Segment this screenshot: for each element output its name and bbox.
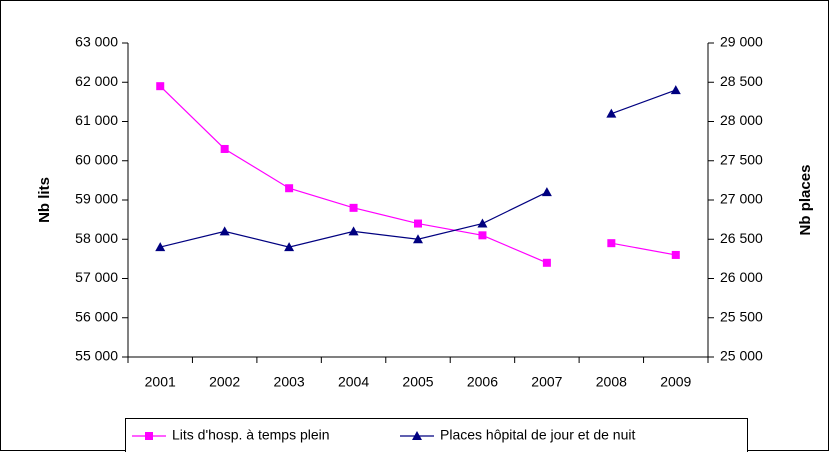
y2-tick-label: 26 500: [720, 230, 763, 246]
y-tick-label: 56 000: [75, 308, 118, 324]
x-tick-label: 2006: [467, 374, 498, 390]
x-tick-label: 2007: [531, 374, 562, 390]
data-point: [220, 144, 229, 153]
y-tick-label: 60 000: [75, 151, 118, 167]
data-point: [284, 242, 295, 252]
y2-tick-label: 29 000: [720, 34, 763, 50]
data-point: [606, 108, 617, 118]
x-tick-label: 2003: [274, 374, 305, 390]
data-point: [607, 239, 616, 248]
legend-marker: [412, 431, 422, 440]
y2-tick-label: 27 500: [720, 151, 763, 167]
data-point: [541, 187, 552, 197]
y2-tick-label: 28 000: [720, 112, 763, 128]
legend-marker: [145, 432, 153, 440]
data-point: [349, 203, 358, 212]
y2-tick-label: 26 000: [720, 269, 763, 285]
data-point: [219, 226, 230, 236]
data-point: [542, 258, 551, 267]
data-point: [285, 184, 294, 193]
y-tick-label: 55 000: [75, 348, 118, 364]
x-tick-label: 2002: [209, 374, 240, 390]
x-tick-label: 2004: [338, 374, 369, 390]
data-point: [348, 226, 359, 236]
data-point: [478, 231, 487, 240]
y2-tick-label: 28 500: [720, 73, 763, 89]
x-tick-label: 2005: [402, 374, 433, 390]
data-point: [414, 219, 422, 228]
y-tick-label: 63 000: [75, 34, 118, 50]
y2-tick-label: 25 500: [720, 308, 763, 324]
data-point: [670, 85, 681, 95]
data-point: [671, 250, 680, 259]
x-tick-label: 2001: [145, 374, 176, 390]
data-point: [155, 242, 166, 252]
y2-tick-label: 25 000: [720, 348, 763, 364]
y-tick-label: 61 000: [75, 112, 118, 128]
x-tick-label: 2008: [596, 374, 627, 390]
legend-label: Places hôpital de jour et de nuit: [440, 427, 635, 443]
x-tick-label: 2009: [660, 374, 691, 390]
data-point: [413, 234, 423, 244]
y-axis-title: Nb lits: [36, 177, 53, 223]
y2-axis-title: Nb places: [797, 165, 814, 236]
y-tick-label: 62 000: [75, 73, 118, 89]
y2-tick-label: 27 000: [720, 191, 763, 207]
legend-label: Lits d'hosp. à temps plein: [172, 427, 330, 443]
y-tick-label: 59 000: [75, 191, 118, 207]
data-point: [156, 82, 165, 91]
legend-box: [125, 418, 748, 452]
data-point: [477, 218, 488, 228]
y-tick-label: 57 000: [75, 269, 118, 285]
y-tick-label: 58 000: [75, 230, 118, 246]
